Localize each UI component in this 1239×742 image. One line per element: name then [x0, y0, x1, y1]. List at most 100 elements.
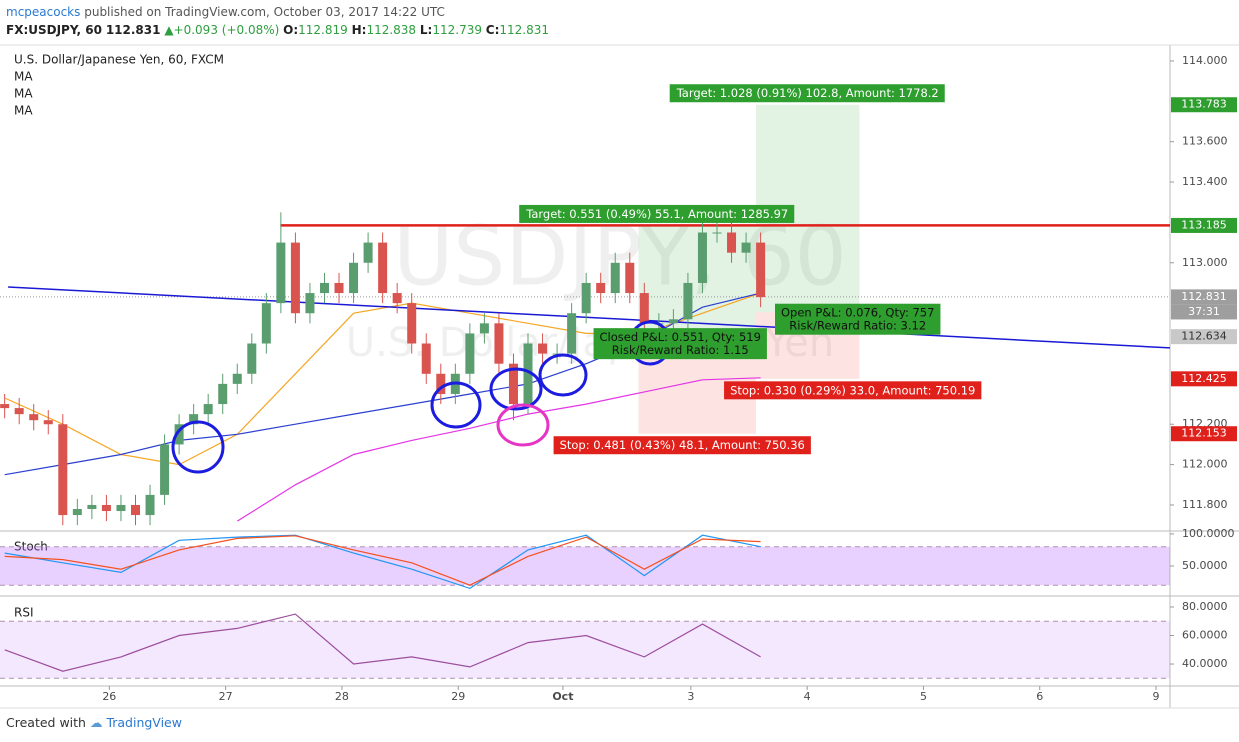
circle	[489, 367, 543, 411]
trend-line	[8, 286, 1170, 349]
x-tick-label: 27	[219, 690, 233, 703]
candle-body	[494, 323, 504, 364]
candle-body	[87, 504, 97, 510]
candle-body	[276, 242, 286, 304]
logo: ☁	[89, 715, 103, 730]
quote-line: FX:USDJPY, 60 112.831 ▲+0.093 (+0.08%) O…	[6, 21, 549, 39]
price-marker	[1171, 329, 1237, 345]
price-marker-label: 113.185	[1181, 218, 1227, 231]
y-tick-label: 60.0000	[1182, 629, 1228, 642]
x-tick-label: 9	[1153, 690, 1160, 703]
candle-body	[610, 262, 620, 294]
candle-body	[305, 293, 315, 314]
candle-body	[392, 293, 402, 304]
y-tick-label: 50.0000	[1182, 559, 1228, 572]
low-label: L:	[419, 23, 433, 37]
indicator-line	[4, 535, 761, 586]
legend-entry: MA	[14, 87, 33, 101]
last-price: 112.831	[105, 23, 161, 37]
price-marker	[1171, 217, 1237, 233]
candle-body	[523, 343, 533, 405]
candle-body	[378, 242, 388, 294]
target-label: Target: 1.028 (0.91%) 102.8, Amount: 177…	[676, 86, 939, 100]
candle-body	[581, 282, 591, 314]
y-tick-label: 113.400	[1182, 175, 1228, 188]
candle-body	[479, 323, 489, 334]
candle-body	[756, 242, 766, 298]
price-marker-label: 113.783	[1181, 98, 1227, 111]
change: +0.093 (+0.08%)	[173, 23, 280, 37]
candle-body	[0, 404, 10, 409]
price-marker	[1171, 289, 1237, 305]
candle-body	[567, 313, 577, 354]
candle-body	[334, 282, 344, 294]
y-tick-label: 111.800	[1182, 498, 1228, 511]
y-tick-label: 100.0000	[1182, 527, 1235, 540]
candle-body	[14, 408, 24, 415]
price-marker-label: 112.831	[1181, 290, 1227, 303]
indicator-line	[4, 613, 761, 672]
risk-reward: Risk/Reward Ratio: 1.15	[612, 343, 749, 357]
candle-body	[203, 404, 213, 415]
label-layer: Target: 0.551 (0.49%) 55.1, Amount: 1285…	[519, 84, 982, 455]
candle-body	[741, 242, 751, 253]
candle-body	[421, 343, 431, 374]
circle	[496, 403, 550, 447]
x-tick-label: 3	[687, 690, 694, 703]
candle-body	[145, 494, 155, 516]
pnl-label-box	[774, 303, 941, 335]
indicator-line	[4, 534, 761, 590]
candle-body	[712, 232, 722, 234]
candle-body	[160, 444, 170, 495]
y-tick-label: 80.0000	[1182, 600, 1228, 613]
symbol: FX:USDJPY, 60	[6, 23, 102, 37]
y-tick-label: 112.000	[1182, 458, 1228, 471]
pnl-label: Open P&L: 0.076, Qty: 757	[781, 306, 934, 320]
up-arrow: ▲	[164, 23, 174, 37]
candle-body	[72, 509, 82, 516]
candle-body	[58, 424, 68, 516]
footer: Created with ☁ TradingView	[6, 715, 182, 730]
target-label: Target: 0.551 (0.49%) 55.1, Amount: 1285…	[525, 207, 788, 221]
circle	[171, 420, 225, 474]
candle-body	[639, 293, 649, 324]
price-marker	[1171, 97, 1237, 113]
open-label: O:	[283, 23, 299, 37]
high-value: 112.838	[366, 23, 417, 37]
x-tick-label: Oct	[552, 690, 573, 703]
legend: U.S. Dollar/Japanese Yen, 60, FXCM MA MA…	[14, 53, 224, 620]
candle-body	[727, 232, 737, 253]
candle-body	[130, 504, 140, 516]
target-zone	[638, 225, 756, 337]
legend-entry: MA	[14, 104, 33, 118]
target-label-box	[519, 204, 795, 223]
target-label-box	[669, 84, 945, 103]
stop-label: Stop: 0.330 (0.29%) 33.0, Amount: 750.19	[730, 383, 975, 397]
stop-label: Stop: 0.481 (0.43%) 48.1, Amount: 750.36	[560, 438, 805, 452]
band	[0, 621, 1170, 679]
risk-reward: Risk/Reward Ratio: 3.12	[789, 319, 926, 333]
candle-body	[116, 504, 126, 512]
candle-body	[668, 319, 678, 324]
candle-body	[189, 414, 199, 425]
candle-body	[625, 262, 635, 294]
band	[0, 546, 1170, 586]
x-tick-label: 5	[920, 690, 927, 703]
author[interactable]: mcpeacocks	[6, 5, 81, 19]
circle	[538, 353, 588, 397]
pnl-label: Closed P&L: 0.551, Qty: 519	[600, 330, 761, 344]
published: published on TradingView.com, October 03…	[84, 5, 445, 19]
stop-label-box	[724, 381, 982, 400]
candle-body	[683, 282, 693, 320]
close-value: 112.831	[499, 23, 550, 37]
pnl-label-box	[593, 328, 767, 360]
price-marker-label: 112.153	[1181, 427, 1227, 440]
y-tick-label: 113.000	[1182, 256, 1228, 269]
candle-body	[247, 343, 257, 374]
header: mcpeacocks published on TradingView.com,…	[6, 3, 549, 39]
brand[interactable]: TradingView	[106, 715, 182, 730]
close-label: C:	[485, 23, 500, 37]
candle-body	[508, 363, 518, 405]
price-marker-label: 112.425	[1181, 372, 1227, 385]
candle-body	[407, 303, 417, 344]
